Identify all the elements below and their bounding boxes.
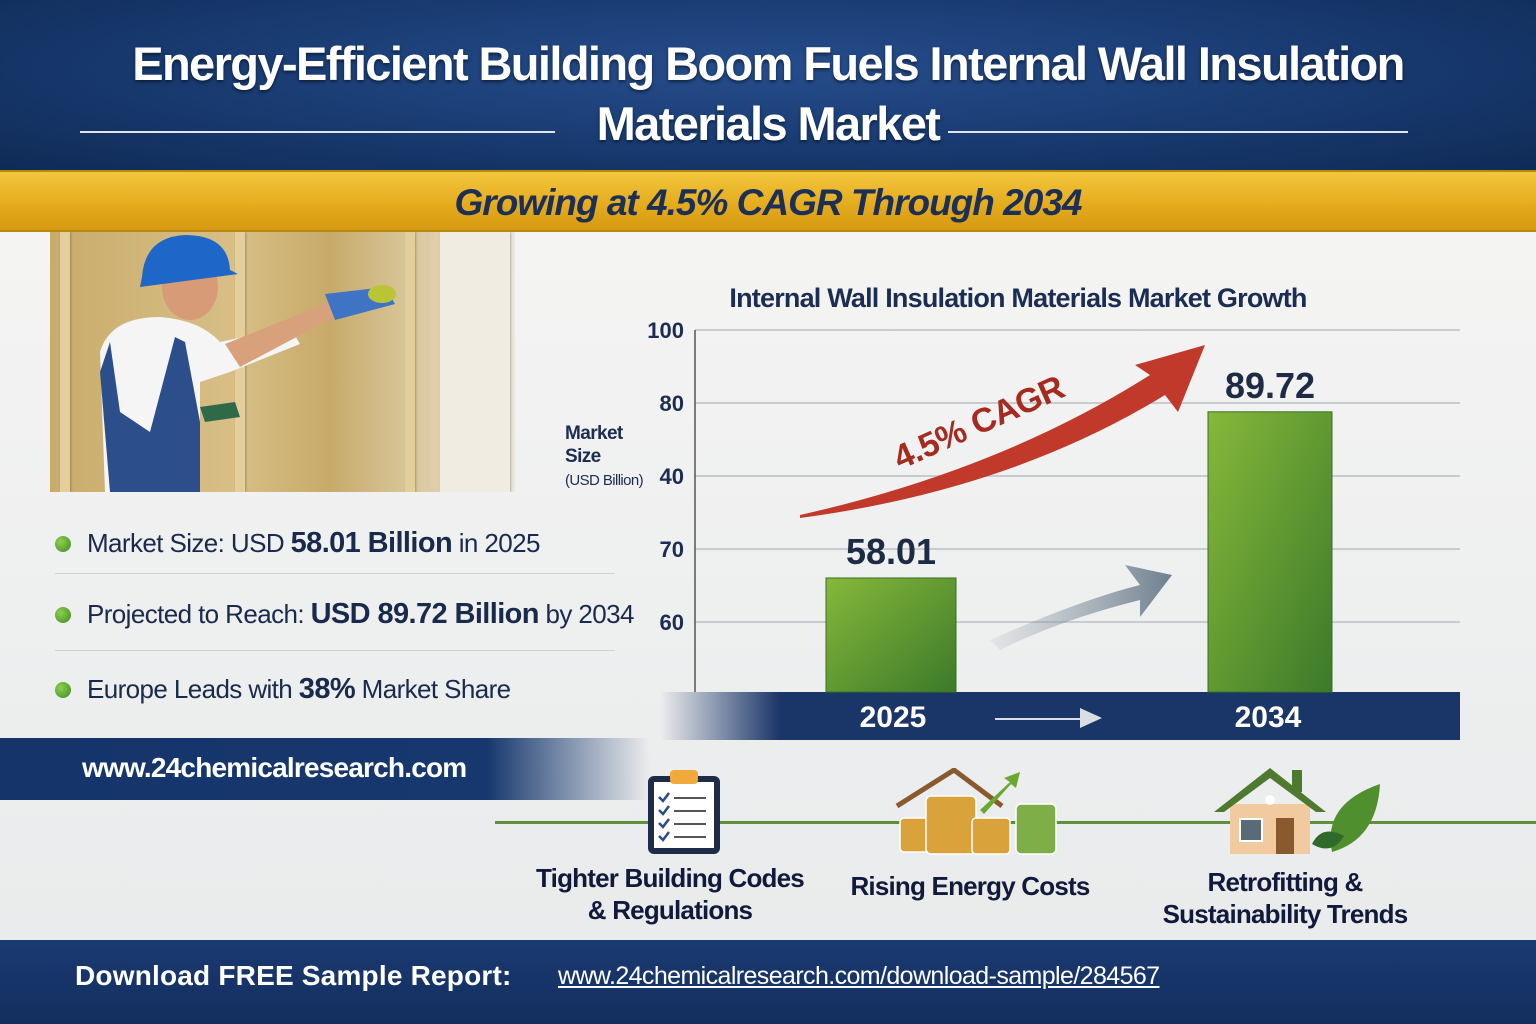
cagr-banner: Growing at 4.5% CAGR Through 2034 <box>0 170 1536 232</box>
bar-2034 <box>1207 411 1333 693</box>
download-sample-link[interactable]: www.24chemicalresearch.com/download-samp… <box>558 962 1160 990</box>
divider <box>55 650 615 651</box>
y-tick-label: 70 <box>660 537 684 562</box>
website-link[interactable]: www.24chemicalresearch.com <box>82 752 467 783</box>
data-label: 89.72 <box>1225 365 1315 406</box>
page-title-line2: Materials Market <box>596 97 941 150</box>
chart-title: Internal Wall Insulation Materials Marke… <box>729 283 1306 313</box>
cagr-arrow-icon <box>800 345 1205 518</box>
clipboard-checklist-icon <box>648 770 720 854</box>
coins-rising-icon <box>895 768 1057 855</box>
title-divider-left <box>80 131 555 133</box>
page-title-line1: Energy-Efficient Building Boom Fuels Int… <box>132 37 1405 90</box>
market-growth-chart: Internal Wall Insulation Materials Marke… <box>565 283 1460 740</box>
gray-growth-arrow-icon <box>990 565 1172 650</box>
y-axis-unit: (USD Billion) <box>565 472 644 489</box>
divider <box>55 573 615 574</box>
driver-building-codes: Tighter Building Codes & Regulations <box>536 863 805 925</box>
x-tick-label: 2034 <box>1235 701 1302 734</box>
header-banner: Energy-Efficient Building Boom Fuels Int… <box>0 0 1536 172</box>
highlight-market-size: Market Size: USD 58.01 Billion in 2025 <box>55 527 540 560</box>
website-band: www.24chemicalresearch.com <box>0 738 650 800</box>
download-label: Download FREE Sample Report: <box>75 960 512 991</box>
bullet-dot-icon <box>55 681 71 698</box>
title-divider-right <box>948 131 1408 133</box>
x-axis-arrow-icon <box>995 708 1102 728</box>
bullet-dot-icon <box>55 606 71 623</box>
bullet-dot-icon <box>55 535 71 552</box>
growth-drivers: Tighter Building Codes & Regulations Risi… <box>0 760 1536 940</box>
house-leaf-icon <box>1214 768 1380 854</box>
bar-2025 <box>825 577 957 693</box>
driver-retrofitting: Retrofitting & Sustainability Trends <box>1162 867 1409 929</box>
x-tick-label: 2025 <box>860 701 927 734</box>
footer-banner: Download FREE Sample Report: www.24chemi… <box>0 940 1536 1024</box>
worker-installing-insulation-photo <box>50 232 515 492</box>
driver-energy-costs: Rising Energy Costs <box>850 871 1090 901</box>
data-label: 58.01 <box>846 531 936 572</box>
y-axis-label-line1: Market <box>565 423 624 444</box>
y-tick-label: 100 <box>647 318 684 343</box>
y-tick-label: 80 <box>660 391 684 416</box>
y-tick-label: 40 <box>660 464 684 489</box>
highlight-projection: Projected to Reach: USD 89.72 Billion by… <box>55 598 634 631</box>
y-axis-label-line2: Size <box>565 446 601 467</box>
highlight-europe-share: Europe Leads with 38% Market Share <box>55 673 511 706</box>
x-axis-band <box>660 692 1460 740</box>
y-tick-label: 60 <box>660 610 684 635</box>
cagr-banner-text: Growing at 4.5% CAGR Through 2034 <box>454 182 1083 223</box>
worker-figure <box>100 235 396 492</box>
